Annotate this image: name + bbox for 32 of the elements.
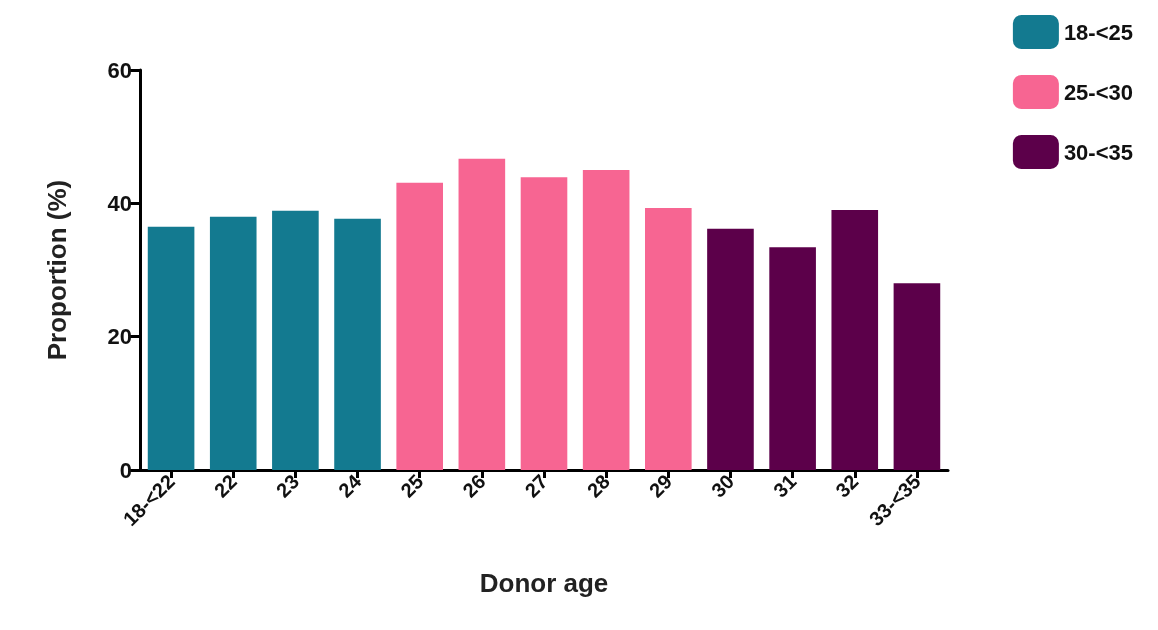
bar: [334, 218, 381, 470]
y-axis-title: Proportion (%): [42, 179, 72, 361]
bar: [893, 283, 941, 470]
x-tick-label: 29: [644, 470, 677, 502]
x-tick-label: 31: [769, 470, 801, 502]
x-tick-label: 26: [458, 470, 490, 502]
bar: [458, 158, 506, 470]
bar: [707, 228, 754, 470]
bar: [396, 182, 443, 470]
y-tick-label: 40: [107, 190, 132, 216]
bar: [831, 210, 879, 470]
legend-label: 30-<35: [1063, 139, 1134, 165]
x-tick-label: 24: [334, 470, 366, 502]
y-tick-label: 60: [107, 57, 132, 83]
legend-label: 25-<30: [1063, 79, 1134, 105]
bar: [520, 177, 568, 470]
x-tick-label: 25: [396, 470, 428, 502]
bar: [147, 226, 195, 470]
x-tick-label: 28: [582, 470, 614, 502]
y-tick-label: 20: [107, 324, 132, 350]
x-tick-label: 32: [831, 470, 863, 502]
x-tick-label: 30: [706, 470, 739, 502]
x-tick-label: 23: [271, 470, 304, 502]
bar: [582, 170, 630, 470]
x-axis-title: Donor age: [479, 568, 609, 598]
x-tick-label: 22: [209, 470, 242, 502]
x-tick-label: 27: [520, 470, 552, 502]
bar: [272, 210, 319, 470]
legend-label: 18-<25: [1063, 19, 1134, 45]
bar: [645, 208, 692, 470]
bar: [209, 216, 257, 470]
bar: [769, 247, 816, 470]
